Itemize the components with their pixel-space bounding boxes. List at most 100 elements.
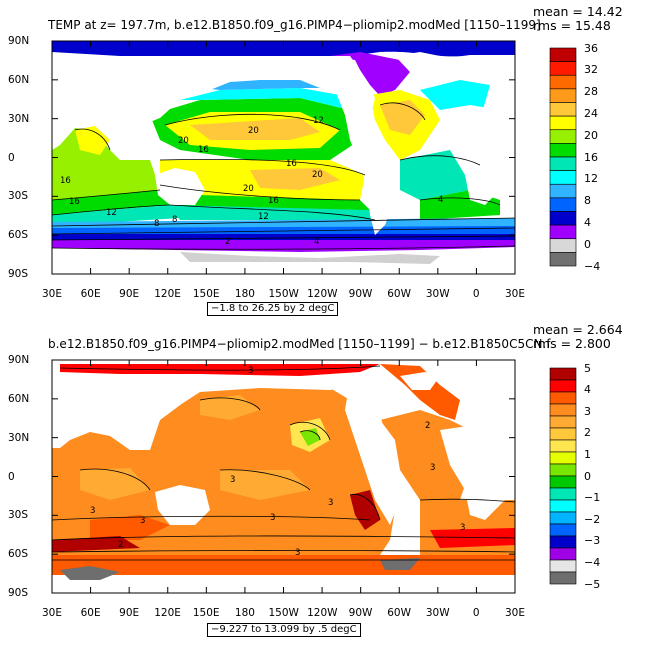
latitude-tick-label: 60S xyxy=(8,548,29,561)
colorbar-tick-label: 4 xyxy=(584,383,591,397)
contour-label: 4 xyxy=(314,237,319,247)
longitude-tick-label: 30W xyxy=(425,288,450,300)
colorbar-swatch xyxy=(549,129,577,144)
colorbar-swatch xyxy=(549,367,577,381)
longitude-tick-label: 60E xyxy=(80,607,101,619)
longitude-tick-label: 60W xyxy=(387,288,411,300)
contour-label: 4 xyxy=(438,195,443,205)
longitude-tick-label: 0 xyxy=(472,607,480,619)
colorbar-tick-label: −3 xyxy=(584,534,601,548)
colorbar-tick-label: 24 xyxy=(584,106,598,120)
latitude-tick-label: 30N xyxy=(8,112,30,125)
latitude-tick-label: 30N xyxy=(8,431,30,444)
colorbar-tick-label: 4 xyxy=(584,215,591,229)
contour-label: 20 xyxy=(312,170,323,180)
colorbar-swatch xyxy=(549,379,577,393)
contour-label: 16 xyxy=(198,145,209,155)
contour-label: 12 xyxy=(258,212,269,222)
contour-label: 16 xyxy=(268,196,279,206)
colorbar-tick-label: −5 xyxy=(584,577,601,591)
contour-label: 3 xyxy=(270,513,275,523)
top-rms-label: rms = 15.48 xyxy=(533,18,611,33)
colorbar-tick-label: −4 xyxy=(584,259,601,273)
colorbar-swatch xyxy=(549,427,577,441)
colorbar-swatch xyxy=(549,115,577,131)
latitude-tick-label: 30S xyxy=(8,190,29,203)
colorbar-swatch xyxy=(549,571,577,585)
longitude-tick-label: 0 xyxy=(472,288,480,300)
longitude-tick-label: 120W xyxy=(307,607,338,619)
top-mean-label: mean = 14.42 xyxy=(533,4,623,19)
contour-label: 12 xyxy=(313,116,324,126)
contour-label: 20 xyxy=(248,126,259,136)
longitude-tick-label: 30W xyxy=(425,607,450,619)
top-map xyxy=(52,41,515,274)
contour-label: 2 xyxy=(118,540,123,550)
contour-label: 16 xyxy=(69,197,80,207)
colorbar-swatch xyxy=(549,559,577,573)
colorbar-swatch xyxy=(549,499,577,513)
longitude-tick-label: 150E xyxy=(192,607,220,619)
contour-label: 3 xyxy=(460,523,465,533)
axis-tick-marks xyxy=(51,40,516,594)
colorbar-swatch xyxy=(549,463,577,477)
colorbar-swatch xyxy=(549,156,577,171)
colorbar-swatch xyxy=(549,102,577,117)
colorbar-swatch xyxy=(549,224,577,240)
contour-label: 3 xyxy=(140,516,145,526)
bottom-panel-title: b.e12.B1850.f09_g16.PIMP4−pliomip2.modMe… xyxy=(48,337,551,351)
longitude-tick-label: 90W xyxy=(348,607,373,619)
colorbar-tick-label: 12 xyxy=(584,172,598,186)
colorbar-tick-label: 32 xyxy=(584,63,598,77)
colorbar-swatch xyxy=(549,183,577,199)
top-contour-labels: 20 20 16 16 12 20 20 16 12 8 4 16 12 8 4 16 2 xyxy=(60,116,443,247)
contour-label: 8 xyxy=(154,219,159,229)
longitude-tick-label: 120E xyxy=(154,288,181,300)
longitude-tick-label: 30E xyxy=(42,607,62,619)
contour-label: 16 xyxy=(60,176,71,186)
colorbar-swatch xyxy=(549,238,577,253)
top-colorbar xyxy=(549,47,577,267)
colorbar-swatch xyxy=(549,170,577,185)
colorbar-tick-label: 16 xyxy=(584,150,598,164)
colorbar-tick-label: −1 xyxy=(584,491,601,505)
colorbar-swatch xyxy=(549,547,577,561)
colorbar-swatch xyxy=(549,74,577,90)
colorbar-tick-label: 0 xyxy=(584,237,591,251)
contour-label: 3 xyxy=(248,366,253,376)
top-panel-title: TEMP at z= 197.7m, b.e12.B1850.f09_g16.P… xyxy=(48,18,541,32)
latitude-tick-label: 0 xyxy=(8,470,15,483)
colorbar-tick-label: 0 xyxy=(584,469,591,483)
contour-label: 3 xyxy=(295,548,300,558)
bottom-mean-label: mean = 2.664 xyxy=(533,322,623,337)
bottom-colorbar xyxy=(549,367,577,585)
latitude-tick-label: 90N xyxy=(8,35,30,47)
longitude-tick-label: 30E xyxy=(505,607,525,619)
colorbar-tick-label: 20 xyxy=(584,128,598,142)
colorbar-swatch xyxy=(549,391,577,405)
latitude-tick-label: 0 xyxy=(8,151,15,164)
contour-label: 8 xyxy=(172,215,177,225)
longitude-tick-label: 90W xyxy=(348,288,373,300)
contour-label: 2 xyxy=(225,237,230,247)
latitude-tick-label: 60S xyxy=(8,229,29,242)
colorbar-tick-label: 1 xyxy=(584,447,591,461)
longitude-tick-label: 150W xyxy=(268,288,299,300)
latitude-tick-label: 90N xyxy=(8,354,30,366)
top-range-label: −1.8 to 26.25 by 2 degC xyxy=(207,302,339,316)
longitude-tick-label: 120W xyxy=(307,288,338,300)
contour-label: 3 xyxy=(430,463,435,473)
latitude-tick-label: 60N xyxy=(8,392,30,405)
longitude-tick-label: 90E xyxy=(119,288,140,300)
contour-label: 2 xyxy=(425,421,430,431)
colorbar-tick-label: 2 xyxy=(584,426,591,440)
colorbar-swatch xyxy=(549,403,577,417)
bottom-map xyxy=(52,360,515,593)
colorbar-swatch xyxy=(549,61,577,76)
colorbar-swatch xyxy=(549,47,577,62)
contour-label: 20 xyxy=(178,136,189,146)
longitude-tick-label: 120E xyxy=(154,607,181,619)
colorbar-swatch xyxy=(549,88,577,103)
longitude-tick-label: 180 xyxy=(234,607,255,619)
colorbar-swatch xyxy=(549,475,577,489)
